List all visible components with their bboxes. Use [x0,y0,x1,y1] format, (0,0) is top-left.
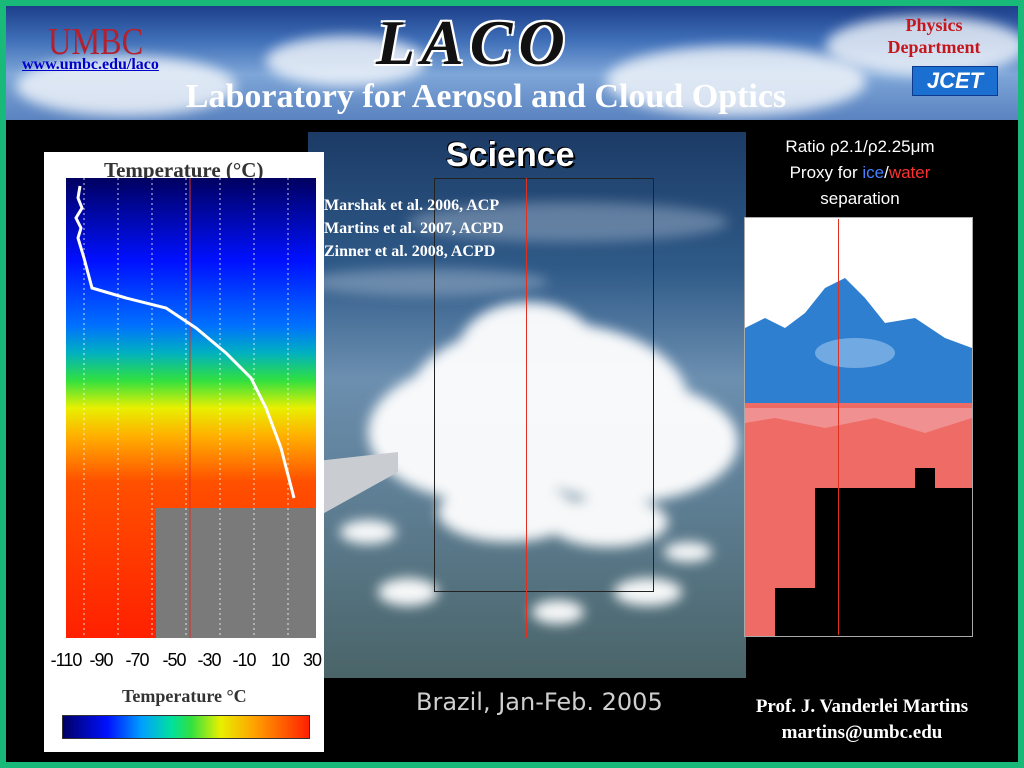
swath-box [434,178,654,592]
contact-name: Prof. J. Vanderlei Martins [755,696,969,717]
header-banner: UMBC www.umbc.edu/laco LACO Laboratory f… [6,6,1018,120]
temperature-image [66,178,316,638]
temperature-colorbar [62,715,310,739]
cloud-photo-graphic [308,202,738,624]
swath-center-line [526,178,527,638]
contact-email[interactable]: martins@umbc.edu [781,722,943,743]
cloud-photo [308,132,746,678]
proxy-line: Proxy for ice/water [746,160,974,186]
proxy-prefix: Proxy for [789,163,863,182]
tick-label: -90 [89,650,113,670]
lab-subtitle: Laboratory for Aerosol and Cloud Optics [185,78,787,115]
physics-department-label: Physics Department [887,15,981,57]
reference-item: Zinner et al. 2008, ACPD [324,243,496,260]
ratio-image [744,217,973,637]
jcet-logo: JCET [912,66,998,96]
reference-item: Martins et al. 2007, ACPD [324,220,504,237]
ratio-label: Ratio ρ2.1/ρ2.25μm Proxy for ice/water s… [746,134,974,212]
contact-block: Prof. J. Vanderlei Martins martins@umbc.… [730,694,994,746]
tick-label: 10 [270,650,290,670]
science-heading: Science [446,136,575,174]
tick-label: -110 [50,650,83,670]
tick-label: -50 [162,650,186,670]
temperature-ticks: -110 -90 -70 -50 -30 -10 10 30 [44,650,324,674]
photo-caption: Brazil, Jan-Feb. 2005 [416,688,663,716]
slide: UMBC www.umbc.edu/laco LACO Laboratory f… [6,6,1018,762]
ratio-center-line [838,219,839,635]
water-label: water [888,163,931,182]
separation-label: separation [820,189,900,208]
temperature-axis-label: Temperature °C [122,686,247,706]
tick-label: -70 [125,650,149,670]
umbc-logo: UMBC [48,21,144,63]
ratio-map [745,218,972,636]
ice-label: ice [862,163,885,182]
ratio-title: Ratio ρ2.1/ρ2.25μm [785,137,935,156]
temperature-panel: Temperature (°C) [44,152,324,752]
umbc-url-link[interactable]: www.umbc.edu/laco [22,56,159,73]
reference-item: Marshak et al. 2006, ACP [324,197,500,214]
tick-label: -10 [232,650,256,670]
laco-title: LACO [376,7,571,78]
tick-label: 30 [302,650,322,670]
reference-list: Marshak et al. 2006, ACP Martins et al. … [324,194,504,263]
slash-label: / [884,163,889,182]
tick-label: -30 [197,650,221,670]
